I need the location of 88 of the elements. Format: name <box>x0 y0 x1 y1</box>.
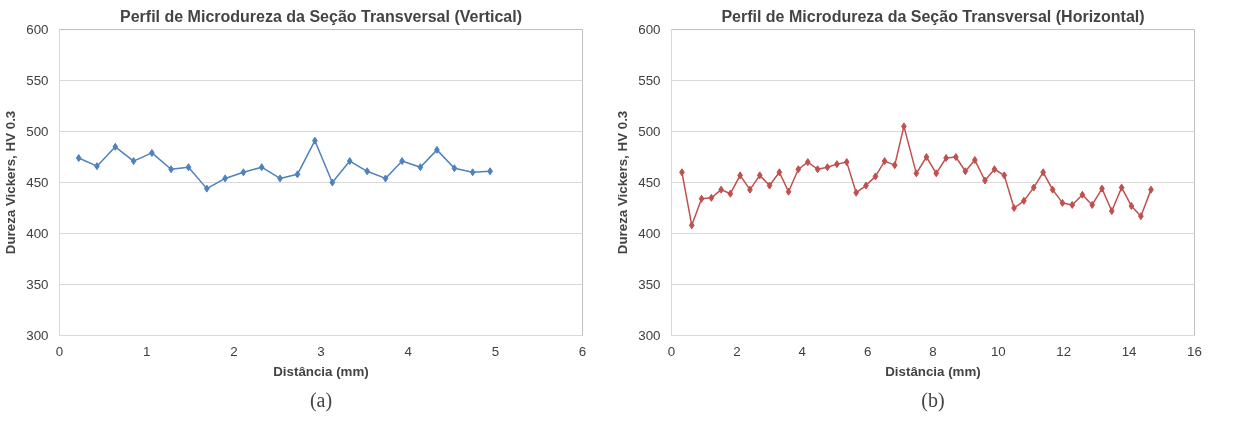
x-tick-label: 6 <box>863 343 872 359</box>
x-tick-label: 5 <box>491 343 500 359</box>
point <box>785 187 792 196</box>
y-tick-label: 500 <box>26 124 49 139</box>
y-tick-label: 300 <box>26 328 49 343</box>
point <box>708 193 715 202</box>
y-tick-label: 400 <box>26 226 49 241</box>
x-tick-label: 14 <box>1121 343 1138 359</box>
point <box>294 170 301 179</box>
point <box>814 165 821 174</box>
point <box>766 181 773 190</box>
point <box>130 157 137 166</box>
y-tick-label: 450 <box>638 175 661 190</box>
point <box>795 165 802 174</box>
point <box>112 142 119 151</box>
point <box>1108 207 1115 216</box>
y-axis-title: Dureza Vickers, HV 0.3 <box>615 110 631 255</box>
point <box>346 157 353 166</box>
y-tick-label: 600 <box>638 22 661 37</box>
x-tick-label: 2 <box>733 343 741 359</box>
point <box>258 163 265 172</box>
chart-title: Perfil de Microdureza da Seção Transversal (Horizontal) <box>721 7 1145 25</box>
x-tick-label: 2 <box>230 343 238 359</box>
point <box>756 171 763 180</box>
point <box>824 163 831 172</box>
y-tick-label: 350 <box>26 277 49 292</box>
point <box>881 157 888 166</box>
y-tick-label: 550 <box>638 73 661 88</box>
point <box>329 178 336 187</box>
point <box>1089 200 1096 209</box>
point <box>364 167 371 176</box>
point <box>185 163 192 172</box>
point <box>688 221 695 230</box>
y-tick-label: 300 <box>638 328 661 343</box>
point <box>804 158 811 167</box>
point <box>718 185 725 194</box>
point <box>923 153 930 161</box>
x-tick-label: 6 <box>578 343 587 359</box>
point <box>1001 171 1008 180</box>
x-tick-label: 4 <box>404 343 413 359</box>
point <box>1030 183 1037 192</box>
x-axis-title: Distância (mm) <box>273 363 369 379</box>
point <box>75 154 82 163</box>
point <box>1118 183 1125 192</box>
point <box>451 164 458 173</box>
point <box>1049 185 1056 194</box>
x-tick-label: 4 <box>798 343 807 359</box>
point <box>1069 200 1076 209</box>
y-tick-label: 600 <box>26 22 49 37</box>
x-tick-label: 12 <box>1056 343 1072 359</box>
point <box>853 188 860 197</box>
point <box>203 184 210 193</box>
x-tick-label: 8 <box>929 343 937 359</box>
point <box>727 189 734 198</box>
point <box>1128 201 1135 210</box>
point <box>240 168 247 177</box>
y-tick-label: 400 <box>638 226 661 241</box>
y-tick-label: 550 <box>26 73 49 88</box>
point <box>872 172 879 181</box>
text: (b) <box>921 388 945 412</box>
point <box>933 169 940 178</box>
point <box>776 168 783 177</box>
point <box>698 194 705 203</box>
point <box>469 168 476 177</box>
x-axis-title: Distância (mm) <box>885 363 981 379</box>
x-tick-label: 0 <box>55 343 64 359</box>
x-tick-label: 10 <box>990 343 1006 359</box>
x-tick-label: 3 <box>317 343 325 359</box>
chart-title: Perfil de Microdureza da Seção Transversal (Vertical) <box>120 7 522 25</box>
point <box>891 161 898 170</box>
x-tick-label: 16 <box>1187 343 1202 359</box>
point <box>1011 204 1017 212</box>
point <box>1079 190 1086 199</box>
point <box>382 174 389 183</box>
point <box>962 167 969 176</box>
x-tick-label: 0 <box>667 343 676 359</box>
point <box>991 165 998 174</box>
point <box>1059 198 1066 207</box>
x-tick-label: 1 <box>142 343 151 359</box>
y-axis-title: Dureza Vickers, HV 0.3 <box>3 110 19 255</box>
text: (a) <box>309 388 333 412</box>
y-tick-label: 450 <box>26 175 49 190</box>
point <box>843 158 850 167</box>
y-tick-label: 350 <box>638 277 661 292</box>
point <box>913 169 920 178</box>
y-tick-label: 500 <box>638 124 661 139</box>
point <box>417 163 424 172</box>
point <box>953 153 959 161</box>
